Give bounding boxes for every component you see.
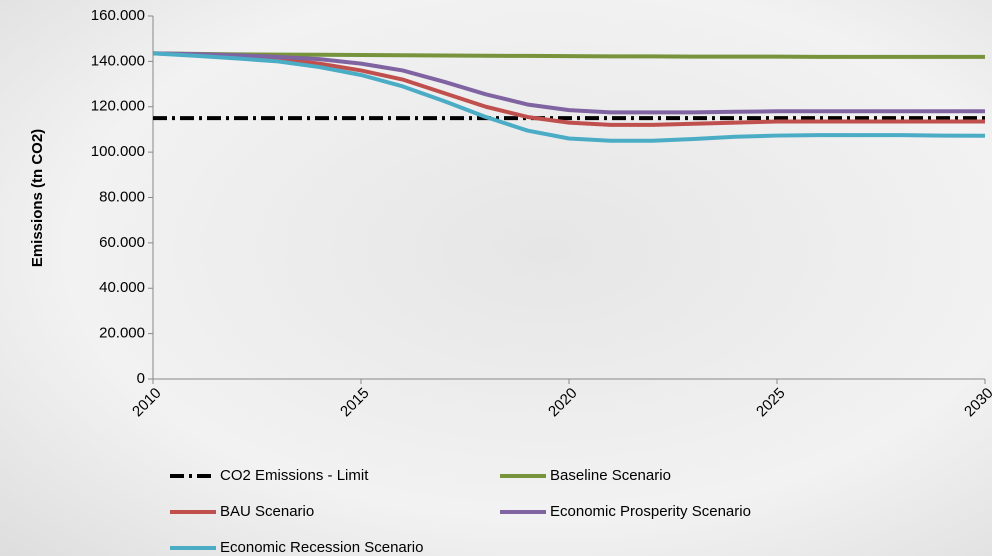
- series-line: [152, 51, 985, 127]
- legend-label: Baseline Scenario: [550, 467, 671, 484]
- y-tick-label: 100.000: [91, 143, 145, 160]
- y-tick-label: 20.000: [99, 325, 145, 342]
- y-tick-label: 60.000: [99, 234, 145, 251]
- series-line: [152, 51, 985, 115]
- y-tick-label: 120.000: [91, 98, 145, 115]
- legend-label: Economic Recession Scenario: [220, 539, 423, 556]
- series-line: [152, 51, 986, 143]
- y-tick-label: 160.000: [91, 7, 145, 24]
- y-tick-label: 140.000: [91, 52, 145, 69]
- y-tick-label: 0: [137, 370, 145, 387]
- y-axis-title: Emissions (tn CO2): [29, 129, 46, 267]
- legend-label: CO2 Emissions - Limit: [220, 467, 369, 484]
- y-tick-label: 40.000: [99, 279, 145, 296]
- y-tick-label: 80.000: [99, 188, 145, 205]
- legend-label: BAU Scenario: [220, 503, 314, 520]
- legend-label: Economic Prosperity Scenario: [550, 503, 751, 520]
- series-line: [152, 51, 985, 59]
